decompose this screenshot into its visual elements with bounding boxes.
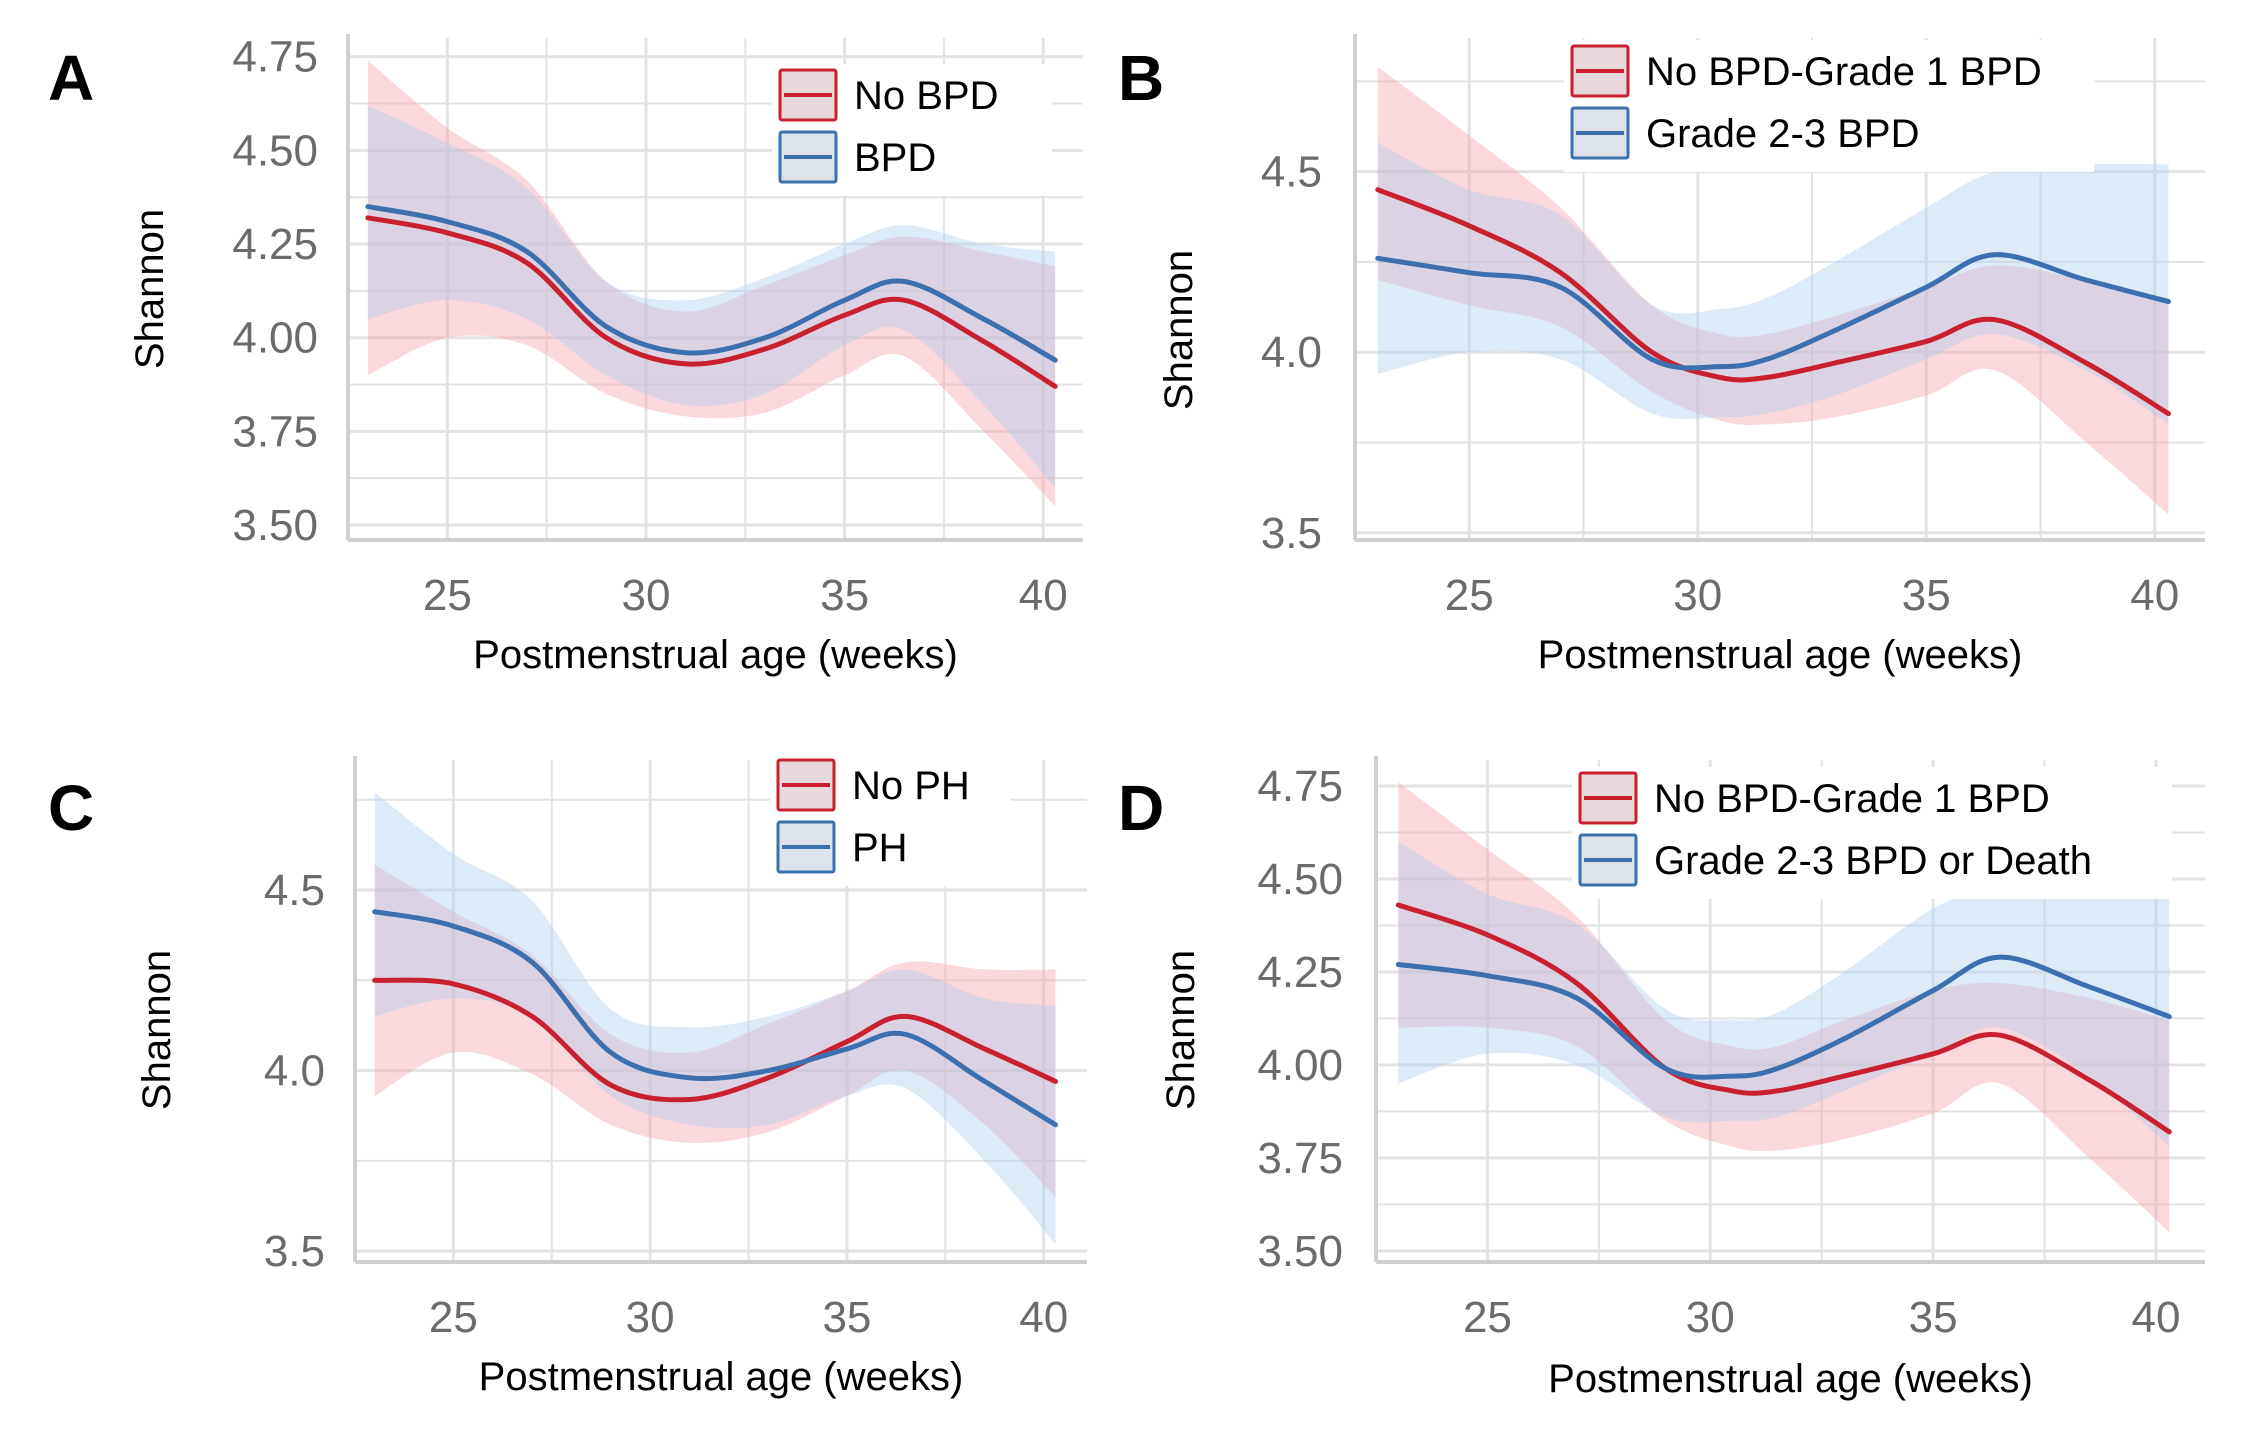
y-tick-label: 3.75 [232, 407, 318, 456]
grid [354, 760, 1087, 1262]
band-blue [1377, 142, 2169, 425]
confidence-bands [1398, 782, 2170, 1233]
legend-background [1572, 767, 2172, 899]
legend-label: No BPD-Grade 1 BPD [1646, 50, 2042, 94]
x-tick-label: 30 [621, 571, 670, 620]
legend-label: PH [852, 826, 908, 870]
y-tick-label: 4.75 [1257, 762, 1343, 811]
x-axis-title: Postmenstrual age (weeks) [1538, 633, 2023, 677]
x-axis-title: Postmenstrual age (weeks) [479, 1355, 964, 1399]
panel-letter: A [48, 42, 94, 114]
band-blue [1398, 841, 2170, 1147]
y-tick-label: 4.25 [232, 220, 318, 269]
panel-letter: C [48, 772, 94, 844]
x-tick-label: 40 [1019, 1293, 1068, 1342]
x-tick-label: 40 [1019, 571, 1068, 620]
legend-item: No BPD [778, 68, 999, 122]
legend-item: PH [776, 820, 908, 874]
x-tick-label: 40 [2130, 571, 2179, 620]
band-red [1398, 782, 2170, 1233]
panel-a: A 25 30 35 40 3.50 3.75 4.00 4.25 4.50 4.75 Postmen… [48, 33, 1083, 677]
series-lines [1395, 902, 2172, 1135]
panel-d: D 25 30 35 40 3.50 3.75 4.00 4.25 4.50 4.75 Postmen… [1118, 756, 2205, 1401]
legend-item: No BPD-Grade 1 BPD [1570, 44, 2042, 98]
x-tick-label: 30 [626, 1293, 675, 1342]
x-tick-label: 30 [1673, 571, 1722, 620]
series-lines [365, 204, 1058, 389]
x-tick-label: 25 [423, 571, 472, 620]
series-line-blue [372, 909, 1058, 1128]
confidence-bands [1377, 66, 2169, 515]
series-lines [372, 909, 1058, 1128]
legend-label: No PH [852, 764, 970, 808]
band-red [374, 864, 1056, 1197]
x-tick-label: 35 [820, 571, 869, 620]
legend: No BPD BPD [772, 64, 1052, 196]
series-line-red [372, 977, 1058, 1103]
y-tick-label: 3.50 [1257, 1227, 1343, 1276]
y-axis-title: Shannon [1159, 950, 1203, 1110]
series-line-red [1395, 902, 2172, 1135]
legend-item: Grade 2-3 BPD [1570, 106, 1919, 160]
y-tick-label: 3.5 [264, 1227, 325, 1276]
y-tick-label: 4.5 [264, 866, 325, 915]
y-tick-label: 4.0 [1261, 328, 1322, 377]
legend-background [1564, 40, 2094, 172]
y-tick-label: 3.75 [1257, 1134, 1343, 1183]
legend-label: No BPD-Grade 1 BPD [1654, 777, 2050, 821]
y-tick-label: 4.0 [264, 1047, 325, 1096]
x-tick-label: 25 [1445, 571, 1494, 620]
y-tick-label: 4.50 [1257, 855, 1343, 904]
x-tick-label: 35 [1909, 1293, 1958, 1342]
legend-label: No BPD [854, 74, 999, 118]
y-tick-label: 4.5 [1261, 148, 1322, 197]
band-blue [367, 105, 1056, 488]
series-line-blue [1375, 252, 2171, 371]
panel-c: C 25 30 35 40 3.5 4.0 4.5 Postmenstrual age (wee… [48, 754, 1087, 1399]
y-tick-label: 4.00 [232, 314, 318, 363]
series-line-red [1375, 187, 2171, 417]
y-tick-label: 4.00 [1257, 1041, 1343, 1090]
y-axis-title: Shannon [135, 950, 179, 1110]
series-line-blue [1395, 954, 2172, 1080]
y-tick-label: 4.25 [1257, 948, 1343, 997]
panel-b: B 25 30 35 40 3.5 4.0 4.5 Postmenstrual age (wee… [1118, 34, 2205, 677]
y-tick-label: 4.50 [232, 126, 318, 175]
x-tick-label: 35 [822, 1293, 871, 1342]
panel-letter: B [1118, 42, 1164, 114]
legend: No BPD-Grade 1 BPD Grade 2-3 BPD [1564, 40, 2094, 172]
panel-letter: D [1118, 772, 1164, 844]
y-tick-label: 3.5 [1261, 509, 1322, 558]
y-axis-title: Shannon [1157, 250, 1201, 410]
y-tick-label: 3.50 [232, 501, 318, 550]
series-line-red [365, 215, 1058, 389]
x-tick-label: 25 [1463, 1293, 1512, 1342]
legend-item: No BPD-Grade 1 BPD [1578, 771, 2050, 825]
legend: No BPD-Grade 1 BPD Grade 2-3 BPD or Death [1572, 767, 2172, 899]
y-axis-title: Shannon [128, 209, 172, 369]
x-tick-label: 40 [2131, 1293, 2180, 1342]
x-tick-label: 25 [429, 1293, 478, 1342]
y-tick-label: 4.75 [232, 33, 318, 82]
series-line-blue [365, 204, 1058, 363]
legend-item: BPD [778, 130, 936, 184]
x-axis-title: Postmenstrual age (weeks) [1548, 1357, 2033, 1401]
series-lines [1375, 187, 2171, 417]
legend-item: No PH [776, 758, 970, 812]
band-red [1377, 66, 2169, 515]
x-axis-title: Postmenstrual age (weeks) [473, 633, 958, 677]
x-tick-label: 35 [1902, 571, 1951, 620]
legend-label: Grade 2-3 BPD or Death [1654, 839, 2092, 883]
legend: No PH PH [770, 754, 1010, 886]
legend-label: BPD [854, 136, 936, 180]
legend-label: Grade 2-3 BPD [1646, 112, 1919, 156]
x-tick-label: 30 [1686, 1293, 1735, 1342]
legend-item: Grade 2-3 BPD or Death [1578, 833, 2092, 887]
